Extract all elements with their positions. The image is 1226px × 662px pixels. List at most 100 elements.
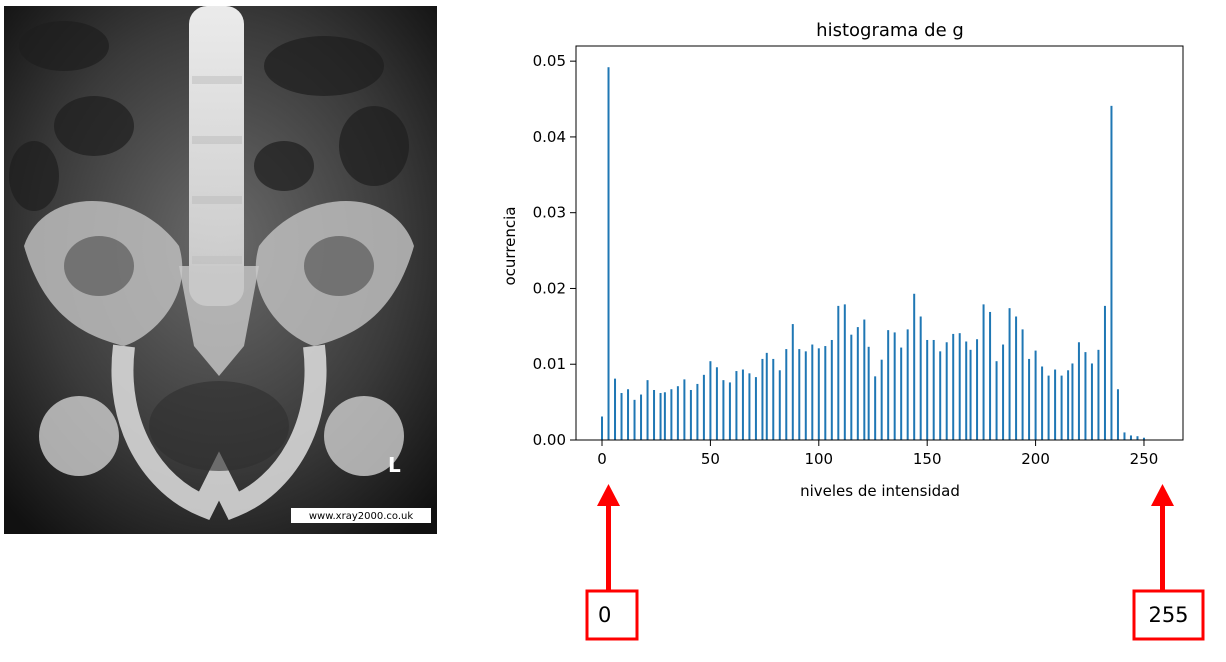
sacrum (179, 266, 259, 376)
left-arrow-shaft (606, 504, 611, 590)
histogram-bar (653, 389, 656, 440)
bowel-gas (9, 21, 409, 211)
histogram-bar (969, 349, 972, 440)
histogram-bar (1116, 389, 1119, 440)
histogram-bar (640, 394, 643, 440)
histogram-bar (1002, 344, 1005, 440)
plot-frame (575, 45, 1184, 441)
histogram-bar (1041, 366, 1044, 440)
histogram-bar (1084, 352, 1087, 440)
histogram-bar (620, 393, 623, 440)
histogram-bar (798, 349, 801, 440)
histogram-bar (689, 389, 692, 440)
histogram-bar (676, 386, 679, 440)
histogram-bar (1071, 363, 1074, 440)
annotation-right: 255 (1132, 484, 1205, 641)
right-annotation-label: 255 (1148, 603, 1188, 627)
left-annotation-box (585, 589, 639, 641)
histogram-bar (1129, 435, 1132, 440)
histogram-bar (1034, 350, 1037, 440)
histogram-bar (874, 376, 877, 440)
x-tick-label: 100 (804, 450, 833, 468)
right-annotation-box (1132, 589, 1205, 641)
histogram-bar (913, 293, 916, 440)
histogram-bar (735, 371, 738, 440)
histogram-bar (939, 351, 942, 440)
y-axis-label: ocurrencia (501, 206, 519, 285)
histogram-bar (976, 339, 979, 440)
histogram-bar (824, 346, 827, 440)
histogram-bar (663, 392, 666, 440)
histogram-bar (1110, 105, 1113, 441)
y-tick-label: 0.01 (533, 355, 566, 373)
histogram-bar (741, 369, 744, 440)
histogram-bar (646, 380, 649, 440)
histogram-bar (919, 316, 922, 440)
x-tick-label: 150 (913, 450, 942, 468)
histogram-bar (1077, 342, 1080, 440)
histogram-bar (893, 332, 896, 440)
histogram-bar (1142, 437, 1145, 440)
histogram-bar (1136, 436, 1139, 440)
left-annotation-label: 0 (598, 603, 611, 627)
histogram-bar (830, 339, 833, 440)
y-tick-label: 0.00 (533, 431, 566, 449)
histogram-bar (932, 339, 935, 440)
histogram-bar (659, 393, 662, 440)
histogram-bar (614, 378, 617, 440)
histogram-bar (709, 361, 712, 440)
histogram-bar (989, 311, 992, 440)
histogram-bar (778, 370, 781, 440)
watermark: www.xray2000.co.uk (309, 511, 413, 522)
histogram-bar (887, 330, 890, 440)
histogram-bar (683, 379, 686, 440)
histogram-bar (1097, 349, 1100, 440)
left-femoral-head (39, 396, 119, 476)
x-tick-label: 250 (1130, 450, 1159, 468)
histogram-bar (817, 348, 820, 440)
histogram-bar (856, 327, 859, 440)
x-tick-label: 0 (597, 450, 607, 468)
side-marker: L (388, 453, 401, 477)
histogram-bar (843, 304, 846, 440)
histogram-bar (670, 389, 673, 440)
histogram-bar (765, 352, 768, 440)
right-femoral-head (324, 396, 404, 476)
pelvic-ring (111, 344, 327, 520)
histogram-bar (945, 342, 948, 440)
histogram-chart: histograma de g 0.00 0.01 0.02 0.03 0.04 0.05… (501, 20, 1205, 641)
histogram-bar (761, 358, 764, 440)
histogram-bar (633, 399, 636, 440)
histogram-bar (702, 374, 705, 440)
histogram-bar (906, 329, 909, 440)
histogram-bar (1103, 305, 1106, 440)
y-tick-label: 0.02 (533, 279, 566, 297)
y-tick-label: 0.03 (533, 204, 566, 222)
chart-title: histograma de g (816, 20, 964, 41)
histogram-bar (754, 377, 757, 440)
histogram-bar (982, 304, 985, 440)
x-axis-label: niveles de intensidad (800, 482, 960, 500)
histogram-bar (952, 333, 955, 440)
x-tick-label: 200 (1021, 450, 1050, 468)
histogram-bar (1067, 370, 1070, 440)
histogram-bar (1060, 375, 1063, 440)
histogram-bar (728, 382, 731, 440)
histogram-bar (804, 351, 807, 440)
histogram-bar (863, 319, 866, 440)
histogram-bar (900, 347, 903, 440)
histogram-bar (926, 339, 929, 440)
histogram-bar (748, 373, 751, 440)
histogram-bar (715, 367, 718, 440)
histogram-bar (696, 383, 699, 440)
histogram-bar (607, 67, 610, 440)
histogram-bar (1015, 316, 1018, 440)
y-axis: 0.00 0.01 0.02 0.03 0.04 0.05 (533, 52, 576, 449)
y-tick-label: 0.05 (533, 52, 566, 70)
histogram-bar (791, 324, 794, 440)
histogram-bars (601, 67, 1145, 441)
histogram-bar (880, 359, 883, 440)
histogram-bar (1047, 375, 1050, 440)
histogram-bar (1008, 308, 1011, 440)
histogram-bar (811, 344, 814, 440)
